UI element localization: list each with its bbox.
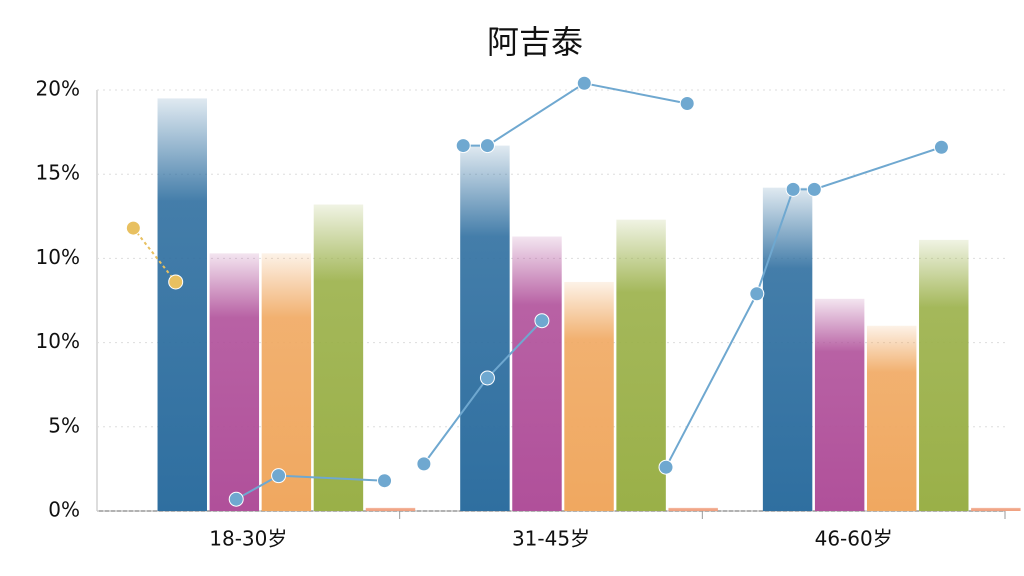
line-point (534, 313, 550, 329)
x-tick-label: 46-60岁 (815, 527, 893, 551)
y-tick-label: 20% (36, 77, 80, 101)
bar (313, 204, 364, 511)
line-point (785, 181, 801, 197)
bar (866, 325, 917, 511)
x-tick-label: 18-30岁 (209, 527, 287, 551)
bar (365, 507, 416, 511)
bar (157, 98, 207, 512)
y-tick-label: 5% (48, 413, 80, 437)
bar (209, 253, 260, 511)
y-tick-label: 15% (36, 161, 80, 185)
bar (971, 507, 1021, 511)
bar (668, 507, 718, 511)
line-point (658, 459, 674, 475)
line-point (576, 75, 592, 91)
line-point (125, 220, 141, 236)
line-point (679, 95, 695, 111)
bar (460, 145, 510, 511)
x-tick-label: 31-45岁 (512, 527, 590, 551)
line-point (933, 139, 949, 155)
line-point (168, 274, 184, 290)
bar (564, 281, 614, 511)
line-point (455, 138, 471, 154)
line-point (479, 370, 495, 386)
bar (919, 239, 969, 511)
line-point (271, 468, 287, 484)
line-point (377, 473, 393, 489)
bar (261, 253, 312, 511)
line-point (228, 491, 244, 507)
line-point (749, 286, 765, 302)
bar (512, 236, 562, 511)
y-tick-label: 0% (48, 498, 80, 522)
bar (762, 187, 813, 511)
bar (616, 219, 666, 511)
y-tick-label: 10% (36, 245, 80, 269)
chart-title: 阿吉泰 (487, 23, 583, 61)
line-point (416, 456, 432, 472)
y-tick-label: 10% (36, 329, 80, 353)
bar (814, 298, 865, 511)
line-point (479, 138, 495, 154)
line-point (806, 181, 822, 197)
